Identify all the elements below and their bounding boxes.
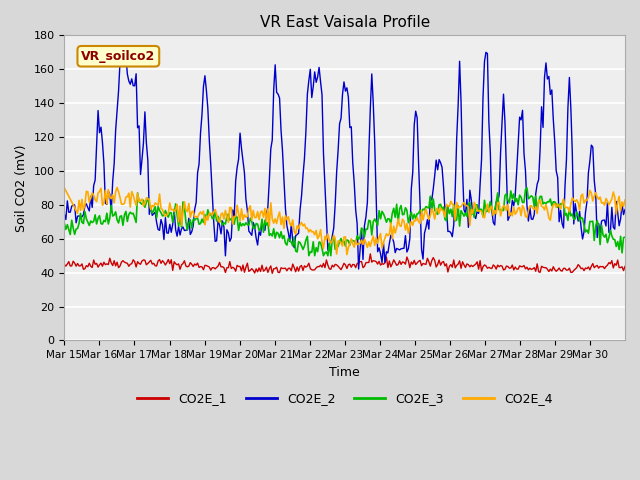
CO2E_2: [350, 180, 358, 186]
CO2E_4: [97, 185, 105, 191]
Y-axis label: Soil CO2 (mV): Soil CO2 (mV): [15, 144, 28, 232]
CO2E_3: [305, 253, 313, 259]
Legend: CO2E_1, CO2E_2, CO2E_3, CO2E_4: CO2E_1, CO2E_2, CO2E_3, CO2E_4: [132, 387, 557, 410]
Line: CO2E_4: CO2E_4: [65, 187, 625, 254]
CO2E_4: [620, 204, 627, 209]
CO2E_3: [547, 196, 554, 202]
CO2E_1: [620, 268, 627, 274]
CO2E_4: [621, 197, 629, 203]
Line: CO2E_1: CO2E_1: [65, 254, 625, 273]
CO2E_3: [79, 221, 87, 227]
CO2E_1: [367, 251, 374, 257]
CO2E_3: [461, 210, 469, 216]
CO2E_4: [79, 207, 87, 213]
CO2E_1: [621, 264, 629, 269]
CO2E_2: [119, 49, 127, 55]
CO2E_2: [97, 124, 105, 130]
CO2E_4: [352, 237, 360, 243]
CO2E_1: [79, 266, 87, 272]
Line: CO2E_2: CO2E_2: [65, 52, 625, 269]
CO2E_1: [97, 260, 105, 266]
CO2E_3: [620, 235, 627, 240]
CO2E_2: [79, 212, 87, 217]
CO2E_4: [113, 184, 121, 190]
X-axis label: Time: Time: [330, 366, 360, 379]
CO2E_1: [463, 261, 471, 267]
CO2E_4: [61, 185, 68, 191]
CO2E_4: [547, 217, 554, 223]
CO2E_2: [621, 206, 629, 212]
CO2E_2: [463, 196, 471, 202]
Line: CO2E_3: CO2E_3: [65, 188, 625, 256]
CO2E_1: [268, 270, 276, 276]
CO2E_4: [463, 203, 471, 209]
CO2E_2: [620, 212, 627, 217]
CO2E_4: [343, 252, 351, 257]
Title: VR East Vaisala Profile: VR East Vaisala Profile: [260, 15, 430, 30]
CO2E_1: [61, 262, 68, 267]
CO2E_2: [61, 211, 68, 217]
CO2E_3: [621, 234, 629, 240]
Text: VR_soilco2: VR_soilco2: [81, 50, 156, 63]
CO2E_2: [355, 266, 362, 272]
CO2E_2: [547, 92, 554, 97]
CO2E_3: [523, 185, 531, 191]
CO2E_1: [547, 266, 554, 272]
CO2E_1: [350, 262, 358, 267]
CO2E_3: [61, 221, 68, 227]
CO2E_3: [350, 238, 358, 244]
CO2E_3: [97, 221, 105, 227]
